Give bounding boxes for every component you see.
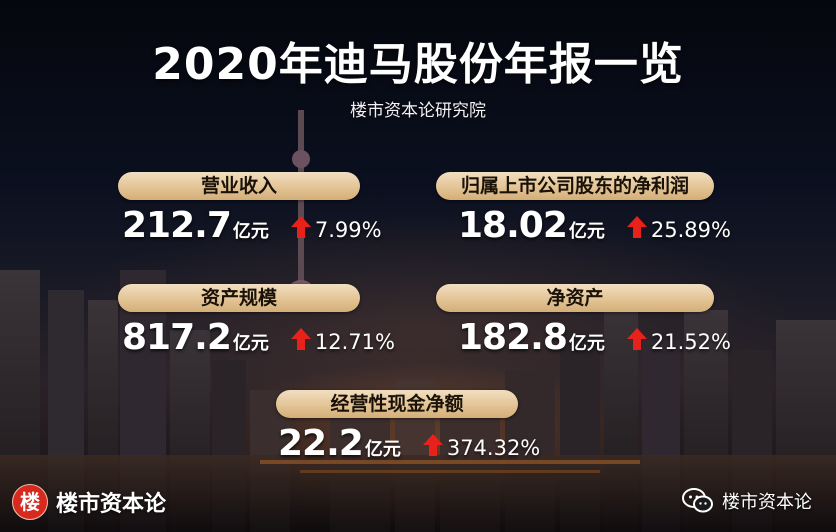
wechat-icon	[682, 488, 713, 513]
page-title: 2020年迪马股份年报一览	[152, 39, 684, 90]
arrow-up-icon	[626, 216, 647, 238]
metric-label-net-profit: 归属上市公司股东的净利润	[436, 172, 714, 200]
metric-value-row-operating-cash: 22.2 亿元 374.32%	[278, 423, 540, 467]
metric-change: 12.71%	[314, 330, 395, 354]
metric-change: 374.32%	[446, 436, 541, 460]
metric-unit: 亿元	[232, 221, 269, 242]
metric-value: 18.02	[458, 205, 568, 246]
metric-value: 212.7	[122, 205, 232, 246]
metric-unit: 亿元	[364, 439, 401, 460]
brand-logo: 楼 楼市资本论	[12, 484, 166, 520]
brand-logo-text: 楼市资本论	[56, 492, 167, 517]
wechat-account-name: 楼市资本论	[722, 492, 812, 513]
metric-value-row-total-assets: 817.2 亿元 12.71%	[122, 317, 395, 361]
metric-value-row-net-assets: 182.8 亿元 21.52%	[458, 317, 731, 361]
metric-label-operating-cash: 经营性现金净额	[276, 390, 518, 418]
brand-logo-icon: 楼	[12, 484, 48, 520]
metric-label-revenue: 营业收入	[118, 172, 360, 200]
arrow-up-icon	[422, 434, 443, 456]
metric-change: 21.52%	[650, 330, 731, 354]
arrow-up-icon	[290, 328, 311, 350]
page-subtitle: 楼市资本论研究院	[350, 101, 486, 121]
metric-change: 7.99%	[314, 218, 382, 242]
metric-unit: 亿元	[568, 221, 605, 242]
metric-change: 25.89%	[650, 218, 731, 242]
metric-label-total-assets: 资产规模	[118, 284, 360, 312]
metric-value: 22.2	[278, 423, 364, 464]
metric-value: 182.8	[458, 317, 568, 358]
arrow-up-icon	[290, 216, 311, 238]
metric-value-row-revenue: 212.7 亿元 7.99%	[122, 205, 382, 249]
metric-value-row-net-profit: 18.02 亿元 25.89%	[458, 205, 731, 249]
metric-label-net-assets: 净资产	[436, 284, 714, 312]
wechat-account: 楼市资本论	[682, 488, 812, 514]
metric-unit: 亿元	[568, 333, 605, 354]
metric-value: 817.2	[122, 317, 232, 358]
arrow-up-icon	[626, 328, 647, 350]
metric-unit: 亿元	[232, 333, 269, 354]
